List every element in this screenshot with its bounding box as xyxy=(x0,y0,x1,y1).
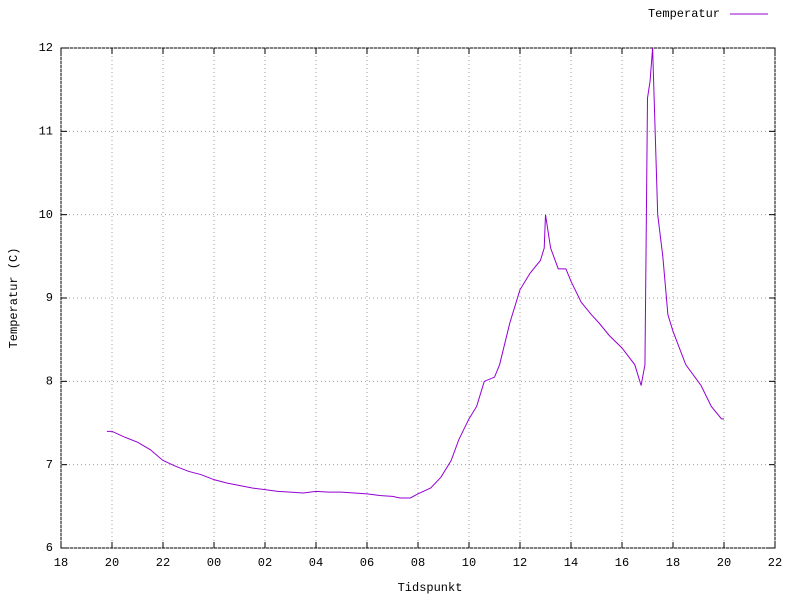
x-tick-label: 14 xyxy=(564,556,578,570)
y-tick-label: 9 xyxy=(46,291,53,305)
x-tick-label: 18 xyxy=(54,556,68,570)
x-tick-label: 12 xyxy=(513,556,527,570)
y-tick-label: 8 xyxy=(46,375,53,389)
x-tick-label: 04 xyxy=(309,556,323,570)
x-tick-label: 20 xyxy=(717,556,731,570)
x-axis-label: Tidspunkt xyxy=(398,581,463,595)
x-tick-label: 10 xyxy=(462,556,476,570)
x-tick-label: 08 xyxy=(411,556,425,570)
x-tick-label: 22 xyxy=(156,556,170,570)
x-tick-label: 16 xyxy=(615,556,629,570)
data-line xyxy=(106,47,724,499)
x-tick-label: 02 xyxy=(258,556,272,570)
y-axis-label: Temperatur (C) xyxy=(7,248,21,349)
y-tick-label: 10 xyxy=(39,208,53,222)
legend-label: Temperatur xyxy=(648,7,720,21)
x-tick-label: 20 xyxy=(105,556,119,570)
x-tick-label: 18 xyxy=(666,556,680,570)
x-tick-label: 06 xyxy=(360,556,374,570)
y-tick-label: 6 xyxy=(46,541,53,555)
x-tick-label: 00 xyxy=(207,556,221,570)
x-tick-label: 22 xyxy=(768,556,782,570)
y-tick-label: 11 xyxy=(39,125,53,139)
y-tick-label: 7 xyxy=(46,458,53,472)
y-tick-label: 12 xyxy=(39,41,53,55)
